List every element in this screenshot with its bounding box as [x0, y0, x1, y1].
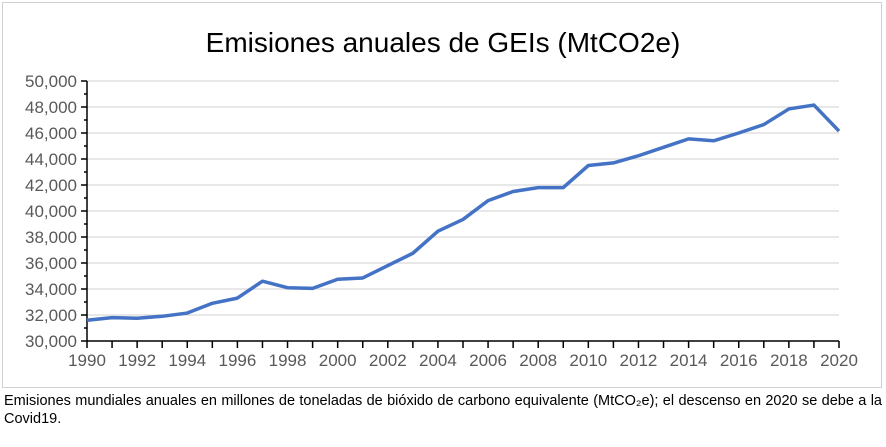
line-chart: Emisiones anuales de GEIs (MtCO2e) 30,00… [25, 27, 858, 370]
x-tick-label: 2012 [620, 351, 658, 370]
x-tick-label: 2020 [820, 351, 858, 370]
y-tick-label: 32,000 [25, 306, 77, 325]
x-tick-label: 1990 [68, 351, 106, 370]
x-tick-label: 2008 [519, 351, 557, 370]
x-tick-label: 2002 [369, 351, 407, 370]
y-tick-label: 44,000 [25, 150, 77, 169]
x-tick-label: 1998 [269, 351, 307, 370]
y-tick-label: 48,000 [25, 98, 77, 117]
x-tick-label: 2018 [770, 351, 808, 370]
y-tick-label: 34,000 [25, 280, 77, 299]
chart-frame [2, 2, 882, 388]
x-tick-label: 1996 [218, 351, 256, 370]
x-tick-label: 2006 [469, 351, 507, 370]
chart-caption: Emisiones mundiales anuales en millones … [4, 393, 882, 427]
x-tick-label: 1994 [168, 351, 206, 370]
y-tick-label: 30,000 [25, 332, 77, 351]
chart-title: Emisiones anuales de GEIs (MtCO2e) [206, 27, 681, 58]
y-tick-label: 50,000 [25, 72, 77, 91]
x-tick-label: 2016 [720, 351, 758, 370]
series-line [86, 103, 841, 322]
x-tick-label: 1992 [118, 351, 156, 370]
y-tick-label: 42,000 [25, 176, 77, 195]
y-tick-label: 36,000 [25, 254, 77, 273]
y-tick-label: 40,000 [25, 202, 77, 221]
x-tick-label: 2000 [319, 351, 357, 370]
y-tick-label: 46,000 [25, 124, 77, 143]
y-tick-label: 38,000 [25, 228, 77, 247]
x-tick-label: 2004 [419, 351, 457, 370]
x-tick-label: 2010 [569, 351, 607, 370]
x-tick-label: 2014 [670, 351, 708, 370]
